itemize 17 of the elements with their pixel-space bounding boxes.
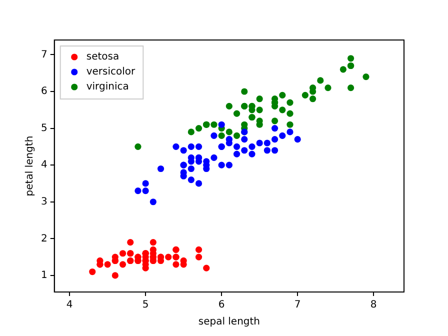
y-tick-label: 7 [40,49,48,60]
y-tick-label: 3 [40,196,48,208]
y-tick-label: 2 [40,233,48,244]
x-tick-label: 4 [66,300,73,311]
y-tick-label: 6 [40,86,48,98]
y-tick-label: 4 [40,160,48,171]
legend-label: setosa [86,52,120,63]
x-tick-label: 7 [294,300,301,311]
legend-label: virginica [86,82,129,93]
y-tick-label: 1 [40,270,48,282]
x-tick-label: 8 [370,300,377,311]
x-tick-label: 6 [218,300,225,311]
y-axis-title: petal length [24,136,36,196]
x-axis-title: sepal length [198,316,260,328]
y-tick-label: 5 [40,122,48,134]
legend-label: versicolor [86,66,136,78]
x-tick-label: 5 [142,300,149,311]
